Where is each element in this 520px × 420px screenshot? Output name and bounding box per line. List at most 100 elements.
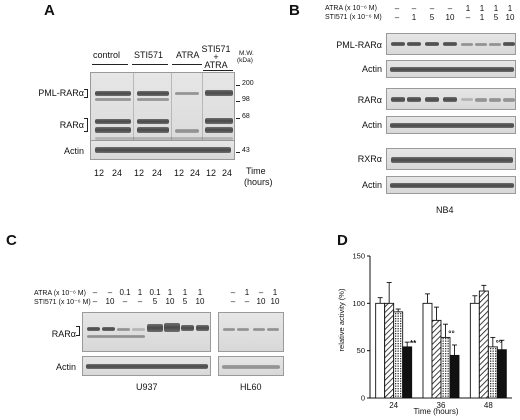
- c-atra-7: 1: [182, 288, 188, 297]
- bar: [422, 302, 433, 399]
- bar: [496, 349, 507, 399]
- panel-c-letter: C: [6, 232, 17, 249]
- c-sti-9: –: [230, 297, 236, 306]
- c-atra-10: 1: [244, 288, 250, 297]
- y-tick-label: 100: [352, 299, 365, 308]
- time-label-5: 12: [174, 168, 185, 178]
- b-atra-7: 1: [493, 4, 499, 13]
- time-title: Time: [246, 166, 266, 176]
- mw-unit: (kDa): [237, 57, 253, 64]
- b-sti-3: 5: [429, 13, 435, 22]
- panel-b-sti-label: STI571 (x 10⁻⁶ M): [325, 14, 382, 21]
- band-label-b-actin-2: Actin: [361, 120, 382, 130]
- band-label-b-pml-rara: PML-RARα: [336, 40, 382, 50]
- time-label-7: 12: [206, 168, 217, 178]
- b-sti-4: 10: [445, 13, 455, 22]
- b-sti-7: 5: [493, 13, 499, 22]
- c-sti-1: –: [92, 297, 98, 306]
- marker-200: 200: [242, 80, 254, 87]
- b-atra-5: 1: [465, 4, 471, 13]
- c-atra-9: –: [230, 288, 236, 297]
- b-atra-6: 1: [479, 4, 485, 13]
- band-label-b-rara: RARα: [357, 95, 382, 105]
- cell-line-hl60: HL60: [240, 382, 262, 392]
- b-atra-8: 1: [507, 4, 513, 13]
- c-atra-12: 1: [272, 288, 278, 297]
- bar: [440, 336, 451, 399]
- c-atra-4: 1: [137, 288, 143, 297]
- blot-b-rxra: [386, 148, 516, 170]
- time-label-3: 12: [134, 168, 145, 178]
- bracket-a-pml-rara: [84, 89, 88, 98]
- band-label-b-actin-3: Actin: [361, 180, 382, 190]
- time-unit: (hours): [244, 177, 273, 187]
- marker-98: 98: [242, 96, 250, 103]
- significance-mark: °°: [448, 329, 454, 338]
- c-atra-3: 0.1: [119, 288, 131, 297]
- marker-43: 43: [242, 147, 250, 154]
- time-label-6: 24: [190, 168, 201, 178]
- bar: [393, 311, 404, 399]
- b-sti-2: 1: [411, 13, 417, 22]
- blot-b-actin-3: [386, 176, 516, 194]
- c-atra-2: –: [107, 288, 113, 297]
- bar: [402, 346, 413, 399]
- x-axis-label: Time (hours): [413, 407, 458, 416]
- cell-line-u937: U937: [136, 382, 158, 392]
- blot-a-actin: [90, 140, 235, 160]
- c-sti-10: –: [244, 297, 250, 306]
- b-atra-2: –: [411, 4, 417, 13]
- c-atra-6: 1: [167, 288, 173, 297]
- bar: [487, 346, 498, 399]
- b-atra-1: –: [394, 4, 400, 13]
- bar: [375, 302, 386, 399]
- panel-b-letter: B: [289, 2, 300, 19]
- c-atra-1: –: [92, 288, 98, 297]
- band-label-b-rxra: RXRα: [357, 154, 382, 164]
- time-label-1: 12: [94, 168, 105, 178]
- c-sti-8: 10: [195, 297, 205, 306]
- bar: [478, 290, 489, 399]
- significance-mark: **: [410, 339, 417, 348]
- b-atra-3: –: [429, 4, 435, 13]
- group-label-sti571: STI571: [134, 50, 164, 60]
- panel-a-letter: A: [44, 2, 55, 19]
- c-sti-3: –: [122, 297, 128, 306]
- b-atra-4: –: [447, 4, 453, 13]
- group-label-control: control: [93, 50, 121, 60]
- y-tick-label: 0: [361, 394, 365, 403]
- blot-c-rara-u937: [82, 312, 211, 352]
- y-axis-label: relative activity (%): [337, 288, 346, 351]
- bar: [469, 302, 480, 399]
- marker-68: 68: [242, 113, 250, 120]
- c-sti-12: 10: [270, 297, 280, 306]
- bar: [431, 319, 442, 399]
- mw-label: M.W.: [239, 50, 254, 57]
- group-label-combo-atra: ATRA: [204, 60, 228, 70]
- c-sti-5: 5: [152, 297, 158, 306]
- b-sti-1: –: [394, 13, 400, 22]
- c-sti-11: 10: [256, 297, 266, 306]
- blot-b-actin-1: [386, 60, 516, 78]
- bracket-c-rara: [76, 326, 80, 336]
- bracket-a-rara: [84, 118, 88, 132]
- b-sti-5: –: [465, 13, 471, 22]
- group-bracket-combo: [203, 70, 233, 71]
- y-tick-label: 50: [357, 346, 365, 355]
- b-sti-8: 10: [505, 13, 515, 22]
- c-sti-7: 5: [182, 297, 188, 306]
- band-label-a-pml-rara: PML-RARα: [38, 88, 84, 98]
- blot-b-rara: [386, 88, 516, 110]
- time-label-8: 24: [222, 168, 233, 178]
- panel-c-sti-label: STI571 (x 10⁻⁶ M): [34, 299, 91, 306]
- group-label-combo-plus: +: [213, 52, 219, 62]
- c-atra-8: 1: [197, 288, 203, 297]
- c-sti-6: 10: [165, 297, 175, 306]
- c-atra-11: –: [258, 288, 264, 297]
- blot-b-actin-2: [386, 116, 516, 134]
- band-label-a-actin: Actin: [63, 146, 84, 156]
- x-tick-label: 24: [389, 401, 398, 410]
- blot-b-pml-rara: [386, 33, 516, 55]
- group-bracket-control: [92, 64, 128, 65]
- panel-b-atra-label: ATRA (x 10⁻⁶ M): [325, 5, 377, 12]
